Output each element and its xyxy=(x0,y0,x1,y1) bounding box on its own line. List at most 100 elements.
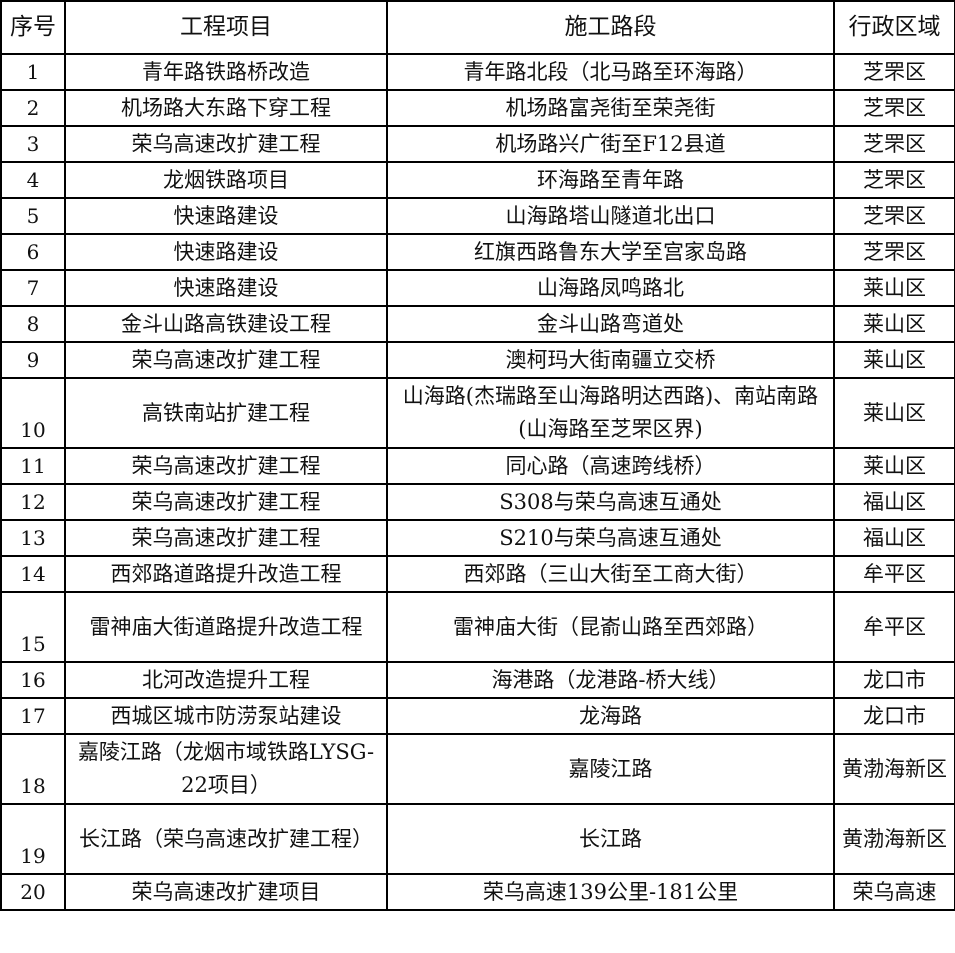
cell-section: 西郊路（三山大街至工商大街） xyxy=(386,555,835,593)
table-row: 14 西郊路道路提升改造工程 西郊路（三山大街至工商大街） 牟平区 xyxy=(0,555,955,593)
cell-project: 快速路建设 xyxy=(64,269,388,307)
cell-no: 19 xyxy=(0,803,66,875)
cell-section: 嘉陵江路 xyxy=(386,733,835,805)
cell-section: 同心路（高速跨线桥） xyxy=(386,447,835,485)
cell-district: 芝罘区 xyxy=(833,161,955,199)
cell-district: 牟平区 xyxy=(833,591,955,663)
cell-district: 黄渤海新区 xyxy=(833,733,955,805)
cell-project: 西城区城市防涝泵站建设 xyxy=(64,697,388,735)
cell-no: 13 xyxy=(0,519,66,557)
cell-project: 雷神庙大街道路提升改造工程 xyxy=(64,591,388,663)
cell-section: 荣乌高速139公里-181公里 xyxy=(386,873,835,911)
cell-section: 山海路塔山隧道北出口 xyxy=(386,197,835,235)
table-row: 3 荣乌高速改扩建工程 机场路兴广街至F12县道 芝罘区 xyxy=(0,125,955,163)
cell-project: 西郊路道路提升改造工程 xyxy=(64,555,388,593)
header-no: 序号 xyxy=(0,0,66,55)
cell-no: 18 xyxy=(0,733,66,805)
table-row: 20 荣乌高速改扩建项目 荣乌高速139公里-181公里 荣乌高速 xyxy=(0,873,955,911)
cell-no: 7 xyxy=(0,269,66,307)
cell-section: 金斗山路弯道处 xyxy=(386,305,835,343)
cell-district: 莱山区 xyxy=(833,305,955,343)
cell-district: 莱山区 xyxy=(833,269,955,307)
cell-no: 20 xyxy=(0,873,66,911)
cell-project: 荣乌高速改扩建工程 xyxy=(64,125,388,163)
cell-section: S210与荣乌高速互通处 xyxy=(386,519,835,557)
cell-section: 环海路至青年路 xyxy=(386,161,835,199)
header-district: 行政区域 xyxy=(833,0,955,55)
cell-project: 荣乌高速改扩建工程 xyxy=(64,483,388,521)
cell-project: 荣乌高速改扩建工程 xyxy=(64,447,388,485)
cell-project: 机场路大东路下穿工程 xyxy=(64,89,388,127)
table-row: 12 荣乌高速改扩建工程 S308与荣乌高速互通处 福山区 xyxy=(0,483,955,521)
cell-project: 长江路（荣乌高速改扩建工程） xyxy=(64,803,388,875)
table-row: 17 西城区城市防涝泵站建设 龙海路 龙口市 xyxy=(0,697,955,735)
cell-project: 金斗山路高铁建设工程 xyxy=(64,305,388,343)
cell-no: 15 xyxy=(0,591,66,663)
table-row: 4 龙烟铁路项目 环海路至青年路 芝罘区 xyxy=(0,161,955,199)
cell-no: 8 xyxy=(0,305,66,343)
cell-section: 机场路兴广街至F12县道 xyxy=(386,125,835,163)
cell-project: 荣乌高速改扩建项目 xyxy=(64,873,388,911)
cell-section: 长江路 xyxy=(386,803,835,875)
cell-no: 10 xyxy=(0,377,66,449)
cell-district: 芝罘区 xyxy=(833,89,955,127)
table-row: 7 快速路建设 山海路凤鸣路北 莱山区 xyxy=(0,269,955,307)
cell-district: 莱山区 xyxy=(833,447,955,485)
cell-no: 11 xyxy=(0,447,66,485)
cell-no: 16 xyxy=(0,661,66,699)
cell-project: 快速路建设 xyxy=(64,233,388,271)
cell-section: 机场路富尧街至荣尧街 xyxy=(386,89,835,127)
cell-district: 芝罘区 xyxy=(833,53,955,91)
header-section: 施工路段 xyxy=(386,0,835,55)
cell-project: 北河改造提升工程 xyxy=(64,661,388,699)
table-row: 19 长江路（荣乌高速改扩建工程） 长江路 黄渤海新区 xyxy=(0,803,955,875)
cell-no: 6 xyxy=(0,233,66,271)
cell-district: 芝罘区 xyxy=(833,125,955,163)
cell-district: 龙口市 xyxy=(833,661,955,699)
header-project: 工程项目 xyxy=(64,0,388,55)
cell-project: 荣乌高速改扩建工程 xyxy=(64,341,388,379)
cell-section: 红旗西路鲁东大学至宫家岛路 xyxy=(386,233,835,271)
cell-district: 荣乌高速 xyxy=(833,873,955,911)
cell-project: 高铁南站扩建工程 xyxy=(64,377,388,449)
cell-no: 4 xyxy=(0,161,66,199)
cell-project: 荣乌高速改扩建工程 xyxy=(64,519,388,557)
cell-section: 雷神庙大街（昆嵛山路至西郊路） xyxy=(386,591,835,663)
table-row: 9 荣乌高速改扩建工程 澳柯玛大街南疆立交桥 莱山区 xyxy=(0,341,955,379)
cell-section: 龙海路 xyxy=(386,697,835,735)
cell-no: 2 xyxy=(0,89,66,127)
cell-district: 莱山区 xyxy=(833,341,955,379)
cell-section: S308与荣乌高速互通处 xyxy=(386,483,835,521)
header-row: 序号 工程项目 施工路段 行政区域 xyxy=(0,0,955,55)
cell-no: 5 xyxy=(0,197,66,235)
table-row: 2 机场路大东路下穿工程 机场路富尧街至荣尧街 芝罘区 xyxy=(0,89,955,127)
table-row: 16 北河改造提升工程 海港路（龙港路-桥大线） 龙口市 xyxy=(0,661,955,699)
table-row: 13 荣乌高速改扩建工程 S210与荣乌高速互通处 福山区 xyxy=(0,519,955,557)
cell-project: 龙烟铁路项目 xyxy=(64,161,388,199)
cell-district: 福山区 xyxy=(833,483,955,521)
cell-no: 14 xyxy=(0,555,66,593)
cell-section: 山海路凤鸣路北 xyxy=(386,269,835,307)
cell-section: 山海路(杰瑞路至山海路明达西路)、南站南路(山海路至芝罘区界) xyxy=(386,377,835,449)
cell-district: 福山区 xyxy=(833,519,955,557)
table-row: 18 嘉陵江路（龙烟市域铁路LYSG-22项目） 嘉陵江路 黄渤海新区 xyxy=(0,733,955,805)
cell-project: 青年路铁路桥改造 xyxy=(64,53,388,91)
cell-district: 龙口市 xyxy=(833,697,955,735)
cell-no: 3 xyxy=(0,125,66,163)
table-row: 6 快速路建设 红旗西路鲁东大学至宫家岛路 芝罘区 xyxy=(0,233,955,271)
cell-section: 青年路北段（北马路至环海路） xyxy=(386,53,835,91)
cell-district: 牟平区 xyxy=(833,555,955,593)
table-row: 8 金斗山路高铁建设工程 金斗山路弯道处 莱山区 xyxy=(0,305,955,343)
cell-no: 1 xyxy=(0,53,66,91)
cell-district: 黄渤海新区 xyxy=(833,803,955,875)
table-row: 11 荣乌高速改扩建工程 同心路（高速跨线桥） 莱山区 xyxy=(0,447,955,485)
cell-section: 海港路（龙港路-桥大线） xyxy=(386,661,835,699)
cell-no: 17 xyxy=(0,697,66,735)
construction-table: 序号 工程项目 施工路段 行政区域 1 青年路铁路桥改造 青年路北段（北马路至环海路… xyxy=(0,0,955,911)
cell-district: 芝罘区 xyxy=(833,233,955,271)
cell-no: 12 xyxy=(0,483,66,521)
cell-district: 莱山区 xyxy=(833,377,955,449)
cell-project: 快速路建设 xyxy=(64,197,388,235)
table-row: 15 雷神庙大街道路提升改造工程 雷神庙大街（昆嵛山路至西郊路） 牟平区 xyxy=(0,591,955,663)
cell-no: 9 xyxy=(0,341,66,379)
